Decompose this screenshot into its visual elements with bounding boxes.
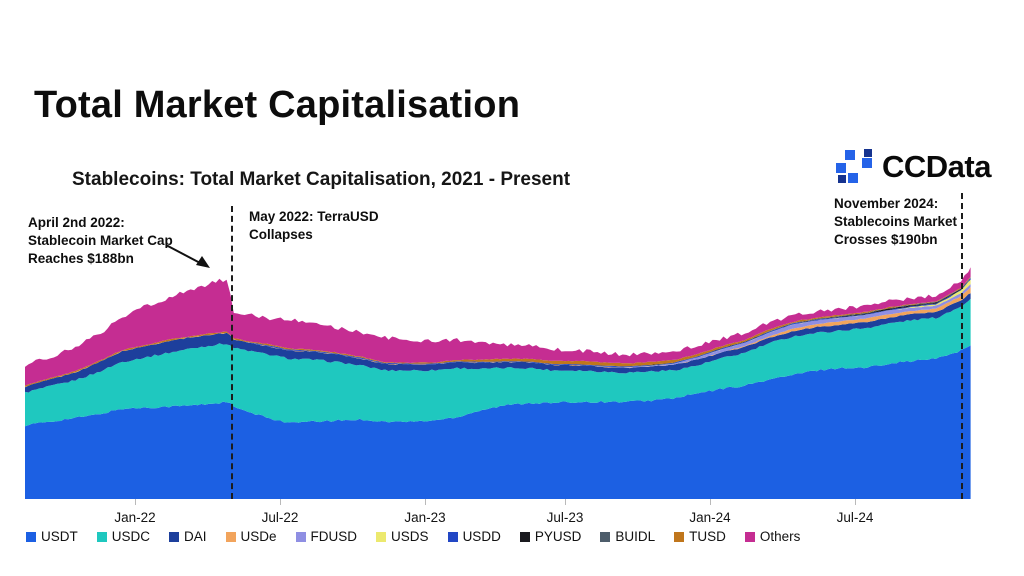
legend-label: FDUSD: [310, 529, 358, 544]
legend-swatch: [169, 531, 180, 542]
legend-swatch: [600, 531, 611, 542]
area-usdt: [25, 345, 971, 499]
legend-item-usdc: USDC: [96, 529, 151, 544]
legend-label: DAI: [184, 529, 207, 544]
legend-swatch: [674, 531, 685, 542]
x-axis-tick-label: Jan-23: [404, 510, 446, 525]
legend-swatch: [225, 531, 236, 542]
legend-item-usdd: USDD: [447, 529, 501, 544]
legend-swatch: [26, 531, 36, 542]
legend-swatch: [376, 531, 387, 542]
annotation-arrow-icon: [165, 244, 210, 268]
legend-swatch: [447, 531, 458, 542]
ccdata-logo: CCData: [836, 149, 991, 185]
annotation-april-2022: April 2nd 2022: Stablecoin Market Cap Re…: [28, 215, 173, 266]
legend-swatch: [96, 531, 107, 542]
ccdata-logo-icon: [836, 149, 872, 183]
legend-label: PYUSD: [534, 529, 582, 544]
legend-label: TUSD: [689, 529, 726, 544]
x-axis-tick-label: Jan-22: [114, 510, 156, 525]
x-axis-tick-label: Jul-23: [546, 510, 584, 525]
legend-item-dai: DAI: [169, 529, 207, 544]
legend-item-pyusd: PYUSD: [519, 529, 582, 544]
terra-collapse-line: [231, 206, 233, 499]
x-axis-tick-label: Jul-22: [261, 510, 299, 525]
legend-item-tusd: TUSD: [674, 529, 726, 544]
legend-item-usde: USDe: [225, 529, 277, 544]
x-axis-tick-mark: [135, 499, 136, 505]
legend-label: BUIDL: [615, 529, 656, 544]
legend-item-buidl: BUIDL: [600, 529, 655, 544]
ccdata-logo-text: CCData: [882, 149, 991, 184]
legend-swatch: [519, 531, 530, 542]
x-axis-tick-mark: [280, 499, 281, 505]
legend-item-usds: USDS: [376, 529, 429, 544]
legend: USDT USDC DAI USDe FDUSD USDS USDD PYUSD BUIDL TU…: [26, 529, 800, 544]
legend-label: USDS: [391, 529, 429, 544]
x-axis-tick-mark: [425, 499, 426, 505]
legend-swatch: [744, 531, 755, 542]
nov-2024-line: [961, 193, 963, 499]
x-axis-tick-mark: [855, 499, 856, 505]
annotation-may-2022: May 2022: TerraUSD Collapses: [249, 209, 379, 242]
legend-item-fdusd: FDUSD: [295, 529, 358, 544]
legend-label: Others: [759, 529, 801, 544]
annotation-november-2024: November 2024: Stablecoins Market Crosse…: [834, 196, 958, 247]
page-title: Total Market Capitalisation: [34, 84, 521, 126]
x-axis-tick-mark: [565, 499, 566, 505]
x-axis-tick-label: Jan-24: [689, 510, 731, 525]
area-dai: [25, 293, 971, 393]
area-usdc: [25, 298, 971, 427]
legend-item-others: Others: [744, 529, 801, 544]
chart-subtitle: Stablecoins: Total Market Capitalisation…: [72, 169, 571, 190]
legend-label: USDT: [41, 529, 78, 544]
legend-label: USDD: [462, 529, 501, 544]
x-axis-tick-mark: [710, 499, 711, 505]
area-others: [25, 267, 971, 386]
legend-label: USDC: [111, 529, 151, 544]
legend-item-usdt: USDT: [26, 529, 78, 544]
legend-swatch: [295, 531, 306, 542]
x-axis-tick-label: Jul-24: [836, 510, 874, 525]
legend-label: USDe: [240, 529, 277, 544]
